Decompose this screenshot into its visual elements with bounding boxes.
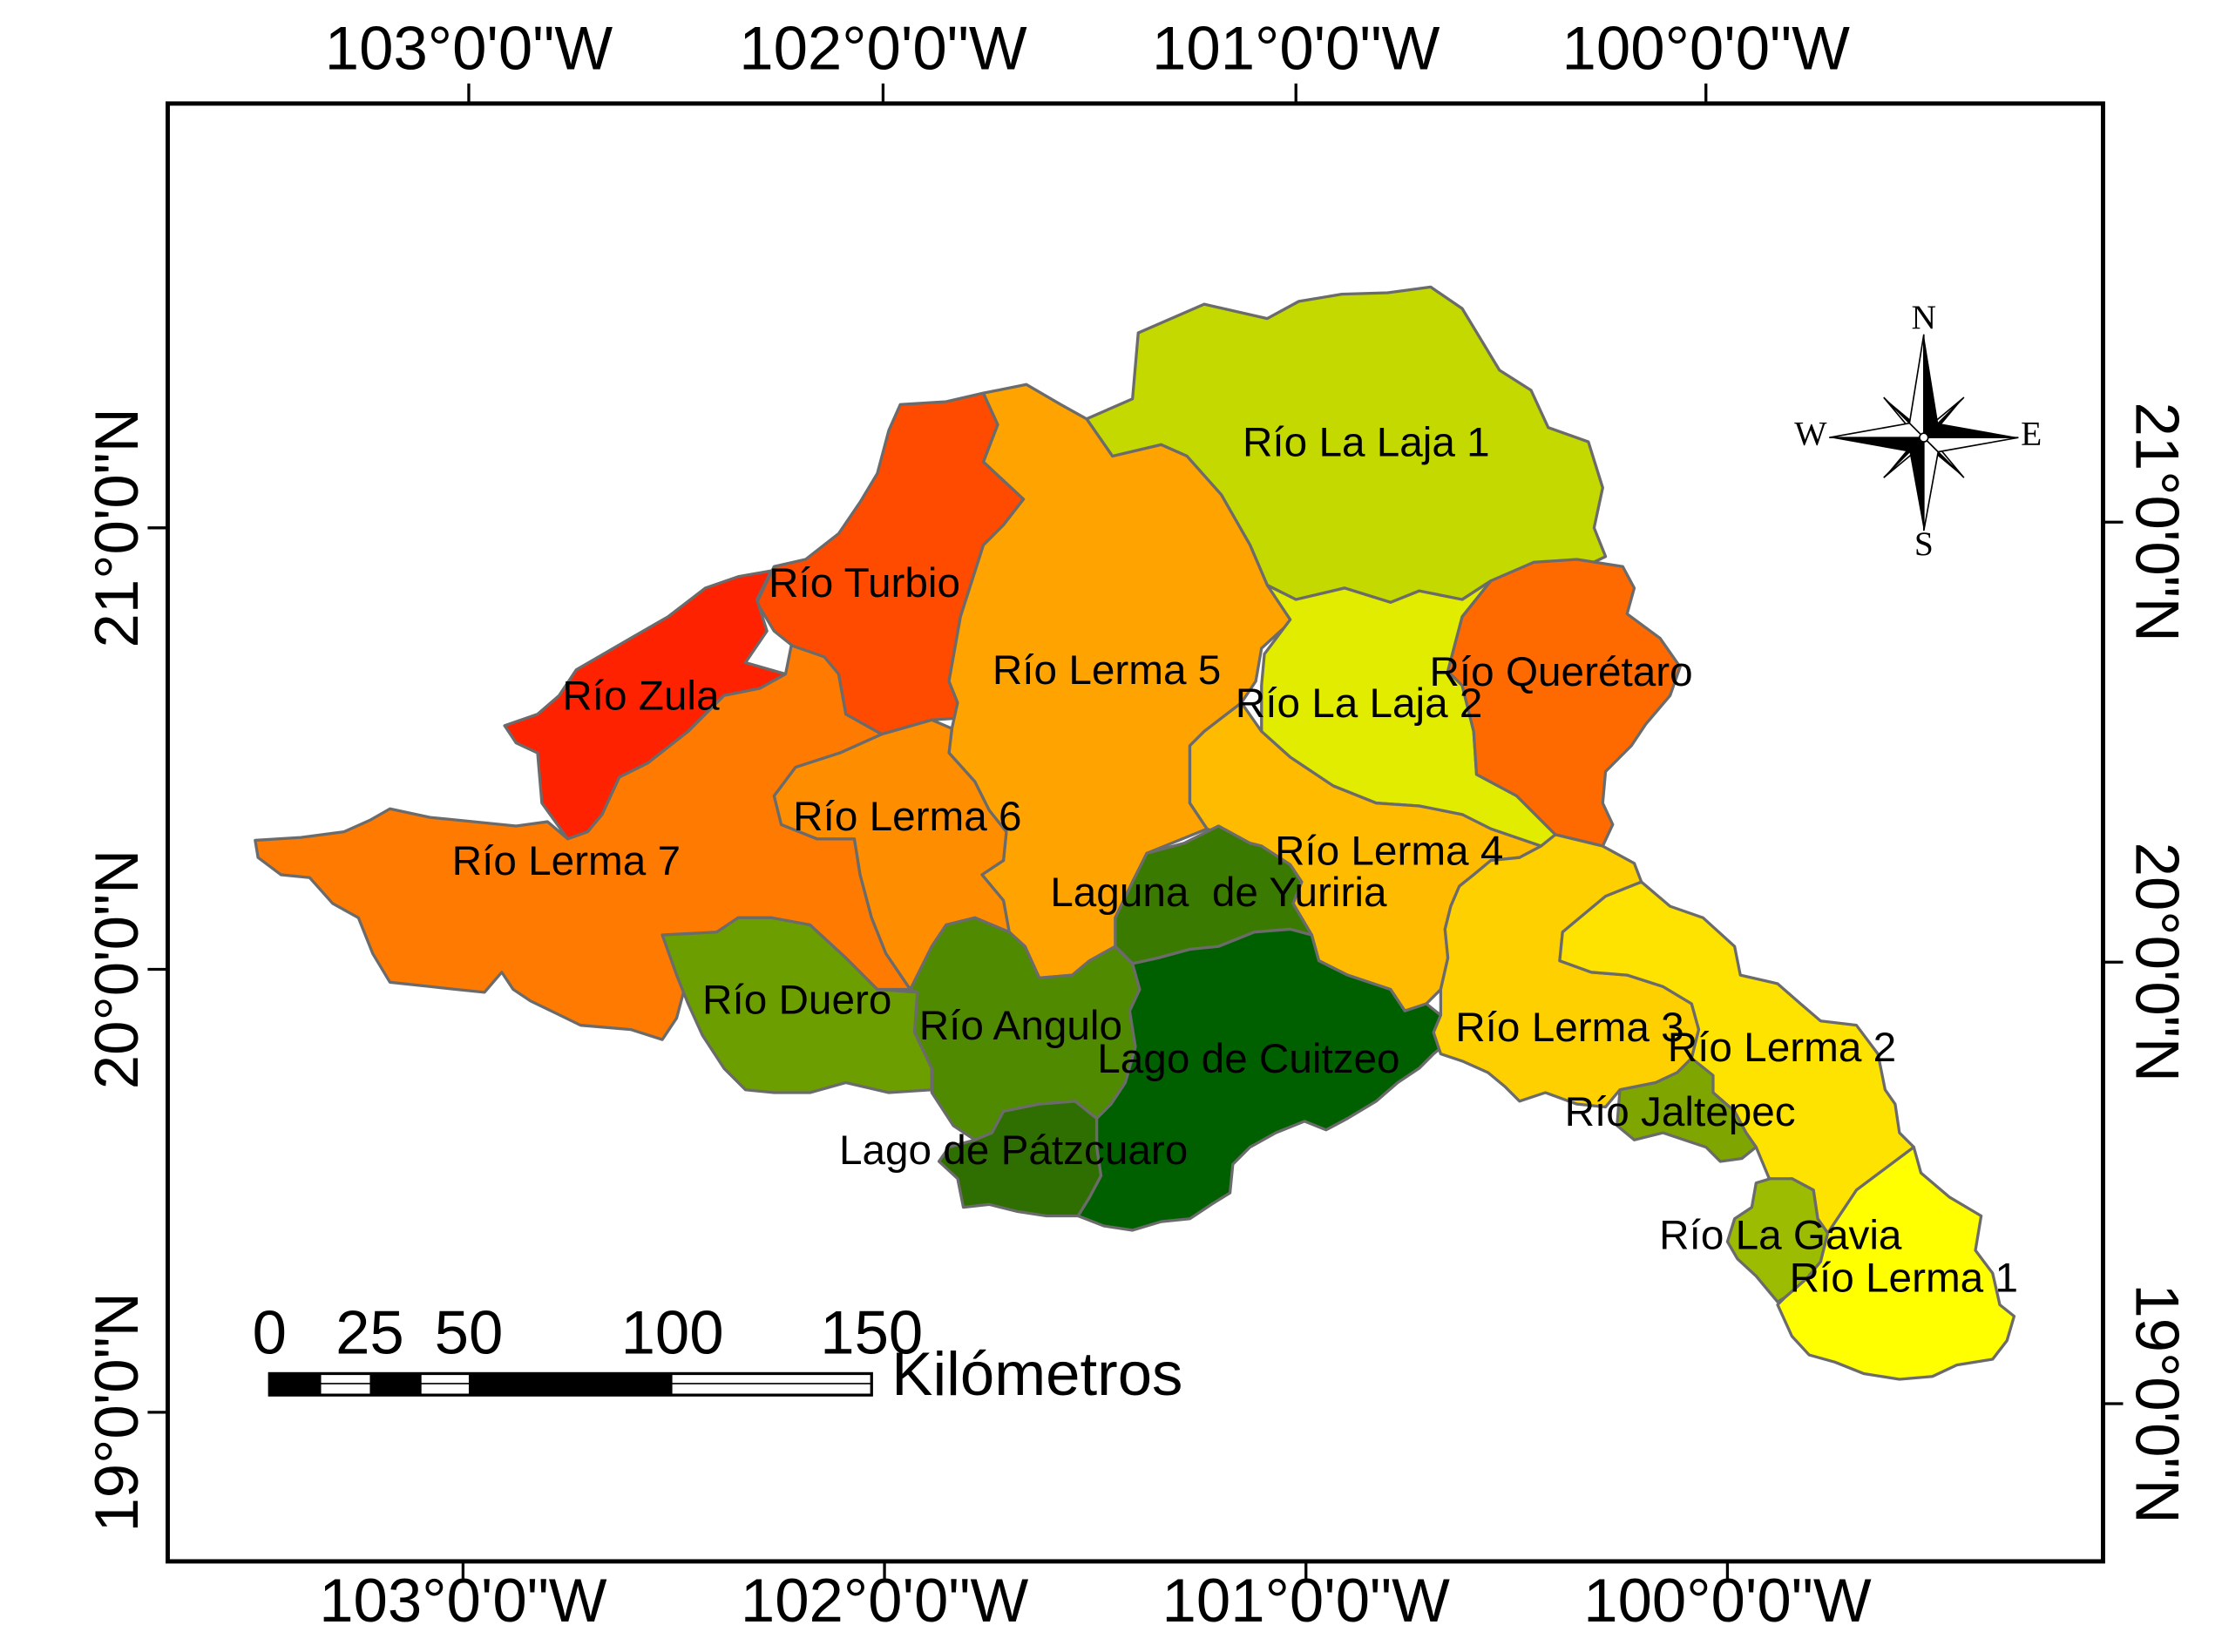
- latitude-label-right-20: 20°0'0"N: [2123, 843, 2192, 1082]
- scale-tick-150: 150: [820, 1297, 923, 1366]
- region-rio-lerma-1[interactable]: [1776, 1145, 2016, 1381]
- label-rio-queretaro: Río Querétaro: [1429, 649, 1692, 695]
- label-rio-lerma-5: Río Lerma 5: [992, 647, 1221, 694]
- label-rio-lerma-7: Río Lerma 7: [452, 838, 681, 884]
- region-rio-lerma-6[interactable]: [772, 718, 1011, 992]
- latitude-label-right-19: 19°0'0"N: [2123, 1283, 2192, 1523]
- compass-s: S: [1914, 525, 1934, 563]
- scale-tick-25: 25: [335, 1297, 404, 1366]
- longitude-label-bottom-102: 102°0'0"W: [741, 1566, 1029, 1635]
- region-lago-de-patzcuaro[interactable]: [937, 1100, 1103, 1218]
- label-rio-lerma-4: Río Lerma 4: [1275, 828, 1503, 874]
- region-labels: Río La Laja 1 Río Turbio Río Zula Río Le…: [452, 420, 2018, 1302]
- region-rio-jaltepec[interactable]: [1616, 1056, 1758, 1163]
- scale-tick-0: 0: [253, 1297, 287, 1366]
- label-laguna-de-yuriria: Laguna de Yuriria: [1050, 870, 1387, 916]
- longitude-label-bottom-103: 103°0'0"W: [319, 1566, 607, 1635]
- latitude-label-right-21: 21°0'0"N: [2123, 403, 2192, 642]
- label-rio-jaltepec: Río Jaltepec: [1565, 1089, 1796, 1135]
- label-rio-angulo: Río Angulo: [919, 1003, 1122, 1049]
- label-rio-la-gavia: Río La Gavia: [1659, 1212, 1902, 1258]
- longitude-label-top-103: 103°0'0"W: [325, 13, 613, 82]
- compass-n: N: [1912, 298, 1937, 336]
- compass-e: E: [2021, 414, 2042, 452]
- label-rio-lerma-3: Río Lerma 3: [1455, 1005, 1683, 1051]
- label-rio-lerma-2: Río Lerma 2: [1668, 1025, 1896, 1071]
- label-rio-zula: Río Zula: [562, 674, 720, 720]
- scale-bar: 0 25 50 100 150 Kilómetros: [253, 1297, 1183, 1408]
- label-rio-duero: Río Duero: [702, 978, 891, 1024]
- longitude-label-bottom-101: 101°0'0"W: [1162, 1566, 1451, 1635]
- scale-tick-50: 50: [435, 1297, 504, 1366]
- longitude-label-top-100: 100°0'0"W: [1562, 13, 1851, 82]
- scale-unit-label: Kilómetros: [891, 1339, 1182, 1408]
- watershed-regions: [254, 285, 2016, 1381]
- latitude-label-left-19: 19°0'0"N: [82, 1292, 151, 1532]
- label-rio-la-laja-2: Río La Laja 2: [1236, 680, 1483, 727]
- graticule-ticks: [147, 83, 2124, 1582]
- longitude-label-top-102: 102°0'0"W: [739, 13, 1027, 82]
- label-rio-lerma-6: Río Lerma 6: [793, 794, 1021, 840]
- longitude-label-bottom-100: 100°0'0"W: [1583, 1566, 1872, 1635]
- label-rio-la-laja-1: Río La Laja 1: [1243, 420, 1490, 466]
- longitude-label-top-101: 101°0'0"W: [1152, 13, 1440, 82]
- label-rio-lerma-1: Río Lerma 1: [1790, 1256, 2018, 1302]
- scale-tick-100: 100: [621, 1297, 724, 1366]
- label-lago-de-patzcuaro: Lago de Pátzcuaro: [839, 1127, 1188, 1174]
- latitude-label-left-20: 20°0'0"N: [82, 850, 151, 1089]
- north-arrow-icon: N S E W: [1794, 298, 2042, 563]
- label-rio-turbio: Río Turbio: [769, 560, 960, 606]
- region-rio-queretaro[interactable]: [1446, 558, 1682, 848]
- compass-w: W: [1794, 414, 1827, 452]
- label-lago-de-cuitzeo: Lago de Cuitzeo: [1097, 1036, 1399, 1082]
- latitude-label-left-21: 21°0'0"N: [82, 408, 151, 647]
